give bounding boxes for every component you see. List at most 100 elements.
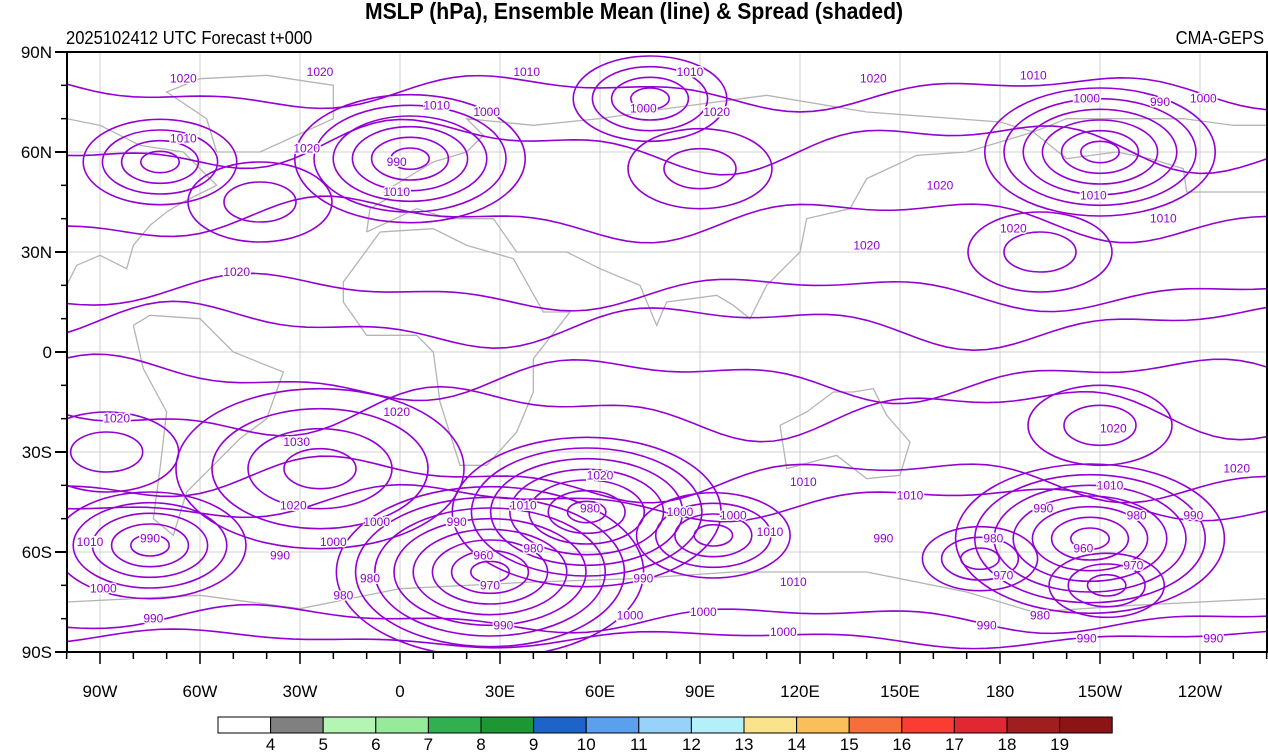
isobar-980 xyxy=(412,528,568,616)
lon-tick-label: 90W xyxy=(83,682,118,701)
isobar xyxy=(67,272,1267,313)
lon-tick-label: 60W xyxy=(183,682,218,701)
contour-label: 1020 xyxy=(383,405,410,419)
isobar-1000 xyxy=(610,76,690,121)
contour-label: 970 xyxy=(480,578,500,592)
isobar-1005 xyxy=(451,436,722,588)
contour-label: 1020 xyxy=(1100,422,1127,436)
contour-label: 990 xyxy=(493,618,513,632)
colorbar-box xyxy=(1059,716,1113,734)
isobar-985 xyxy=(130,533,171,557)
isobar-975 xyxy=(1012,495,1168,583)
colorbar-box xyxy=(585,716,640,734)
lat-tick-label: 60N xyxy=(21,143,52,162)
contour-label: 1010 xyxy=(423,98,450,112)
colorbar-label: 7 xyxy=(424,735,433,752)
colorbar-label: 5 xyxy=(318,735,327,752)
coastline xyxy=(132,314,285,537)
contour-label: 1010 xyxy=(1150,212,1177,226)
isobar xyxy=(67,603,1267,635)
lat-tick-label: 90S xyxy=(22,643,52,662)
contour-label: 1010 xyxy=(757,525,784,539)
colorbar-box xyxy=(217,716,272,734)
isobar xyxy=(67,385,1267,443)
lat-tick-label: 90N xyxy=(21,43,52,62)
isobar-1020 xyxy=(1027,384,1173,467)
isobar-1010 xyxy=(983,87,1216,217)
colorbar-label: 19 xyxy=(1050,735,1069,752)
axes: 90N 60N 30N 0 30S 60S 90S 90W 60W 30W 0 30E 60E 90E 12… xyxy=(21,43,1268,701)
contour-label: 1020 xyxy=(170,72,197,86)
isobar-1010 xyxy=(572,55,728,143)
contour-label: 1020 xyxy=(927,178,954,192)
contour-label: 1020 xyxy=(587,468,614,482)
isobar-960 xyxy=(1070,527,1111,551)
isobar xyxy=(67,195,1267,244)
pressure-contours xyxy=(67,55,1267,652)
lat-tick-label: 30S xyxy=(22,443,52,462)
contour-label: 1000 xyxy=(473,105,500,119)
isobar xyxy=(67,628,1267,650)
contour-labels: 1020 1020 1010 1010 1000 1020 1020 1010 1000 990 1… xyxy=(75,64,1252,648)
contour-label: 1000 xyxy=(90,582,117,596)
contour-label: 980 xyxy=(983,532,1003,546)
isobar xyxy=(67,353,1267,405)
colorbar-label: 15 xyxy=(840,735,859,752)
contour-label: 1020 xyxy=(307,65,334,79)
isobar-1020 xyxy=(187,161,333,243)
colorbar-box xyxy=(638,716,692,734)
colorbar-label: 13 xyxy=(735,735,754,752)
contour-label: 990 xyxy=(140,532,160,546)
isobar xyxy=(67,300,1267,352)
isobar-1000 xyxy=(1022,108,1178,196)
contour-label: 1010 xyxy=(1097,478,1124,492)
coastline xyxy=(366,94,1036,328)
coastline xyxy=(342,228,572,466)
isobar-995 xyxy=(91,512,209,579)
contour-label: 1000 xyxy=(1190,92,1217,106)
isobar-1000 xyxy=(332,115,488,203)
colorbar-box xyxy=(533,716,587,734)
isobar-965 xyxy=(469,560,510,584)
isobar-1025 xyxy=(69,431,144,473)
contour-label: 1000 xyxy=(770,625,797,639)
isobar-1015 xyxy=(82,118,238,206)
colorbar: 4 5 6 7 8 9 10 11 12 13 14 15 16 17 18 19 xyxy=(217,716,1113,752)
contour-label: 990 xyxy=(270,548,290,562)
colorbar-box xyxy=(953,716,1008,734)
contour-label: 970 xyxy=(1123,558,1143,572)
isobar-1010 xyxy=(293,93,526,224)
colorbar-box xyxy=(375,716,429,734)
colorbar-box xyxy=(1006,716,1061,734)
colorbar-label: 9 xyxy=(529,735,538,752)
lat-tick-label: 0 xyxy=(43,343,52,362)
isobar-985 xyxy=(973,473,1206,604)
contour-label: 990 xyxy=(873,532,893,546)
isobar xyxy=(67,483,1267,523)
contour-label: 1010 xyxy=(780,575,807,589)
isobar-985 xyxy=(921,525,1039,592)
coastline xyxy=(779,387,911,480)
lon-tick-label: 30E xyxy=(485,682,515,701)
isobar-1000 xyxy=(140,150,181,174)
isobar-995 xyxy=(354,496,626,648)
colorbar-box xyxy=(322,716,377,734)
contour-label: 980 xyxy=(523,542,543,556)
isobar-970 xyxy=(1067,563,1146,608)
contour-label: 1020 xyxy=(853,238,880,252)
isobar-1000 xyxy=(72,501,228,589)
isobar-1005 xyxy=(313,104,507,213)
colorbar-label: 6 xyxy=(371,735,380,752)
graticule xyxy=(67,52,1267,652)
isobar-975 xyxy=(959,547,1000,571)
lon-tick-label: 150W xyxy=(1078,682,1122,701)
isobar-1030 xyxy=(283,447,357,490)
colorbar-label: 8 xyxy=(476,735,485,752)
contour-label: 980 xyxy=(580,502,600,516)
contour-label: 990 xyxy=(143,612,163,626)
isobar-990 xyxy=(693,523,734,547)
colorbar-box xyxy=(270,716,324,734)
colorbar-label: 16 xyxy=(892,735,911,752)
isobar xyxy=(67,74,1267,113)
colorbar-label: 10 xyxy=(577,735,596,752)
